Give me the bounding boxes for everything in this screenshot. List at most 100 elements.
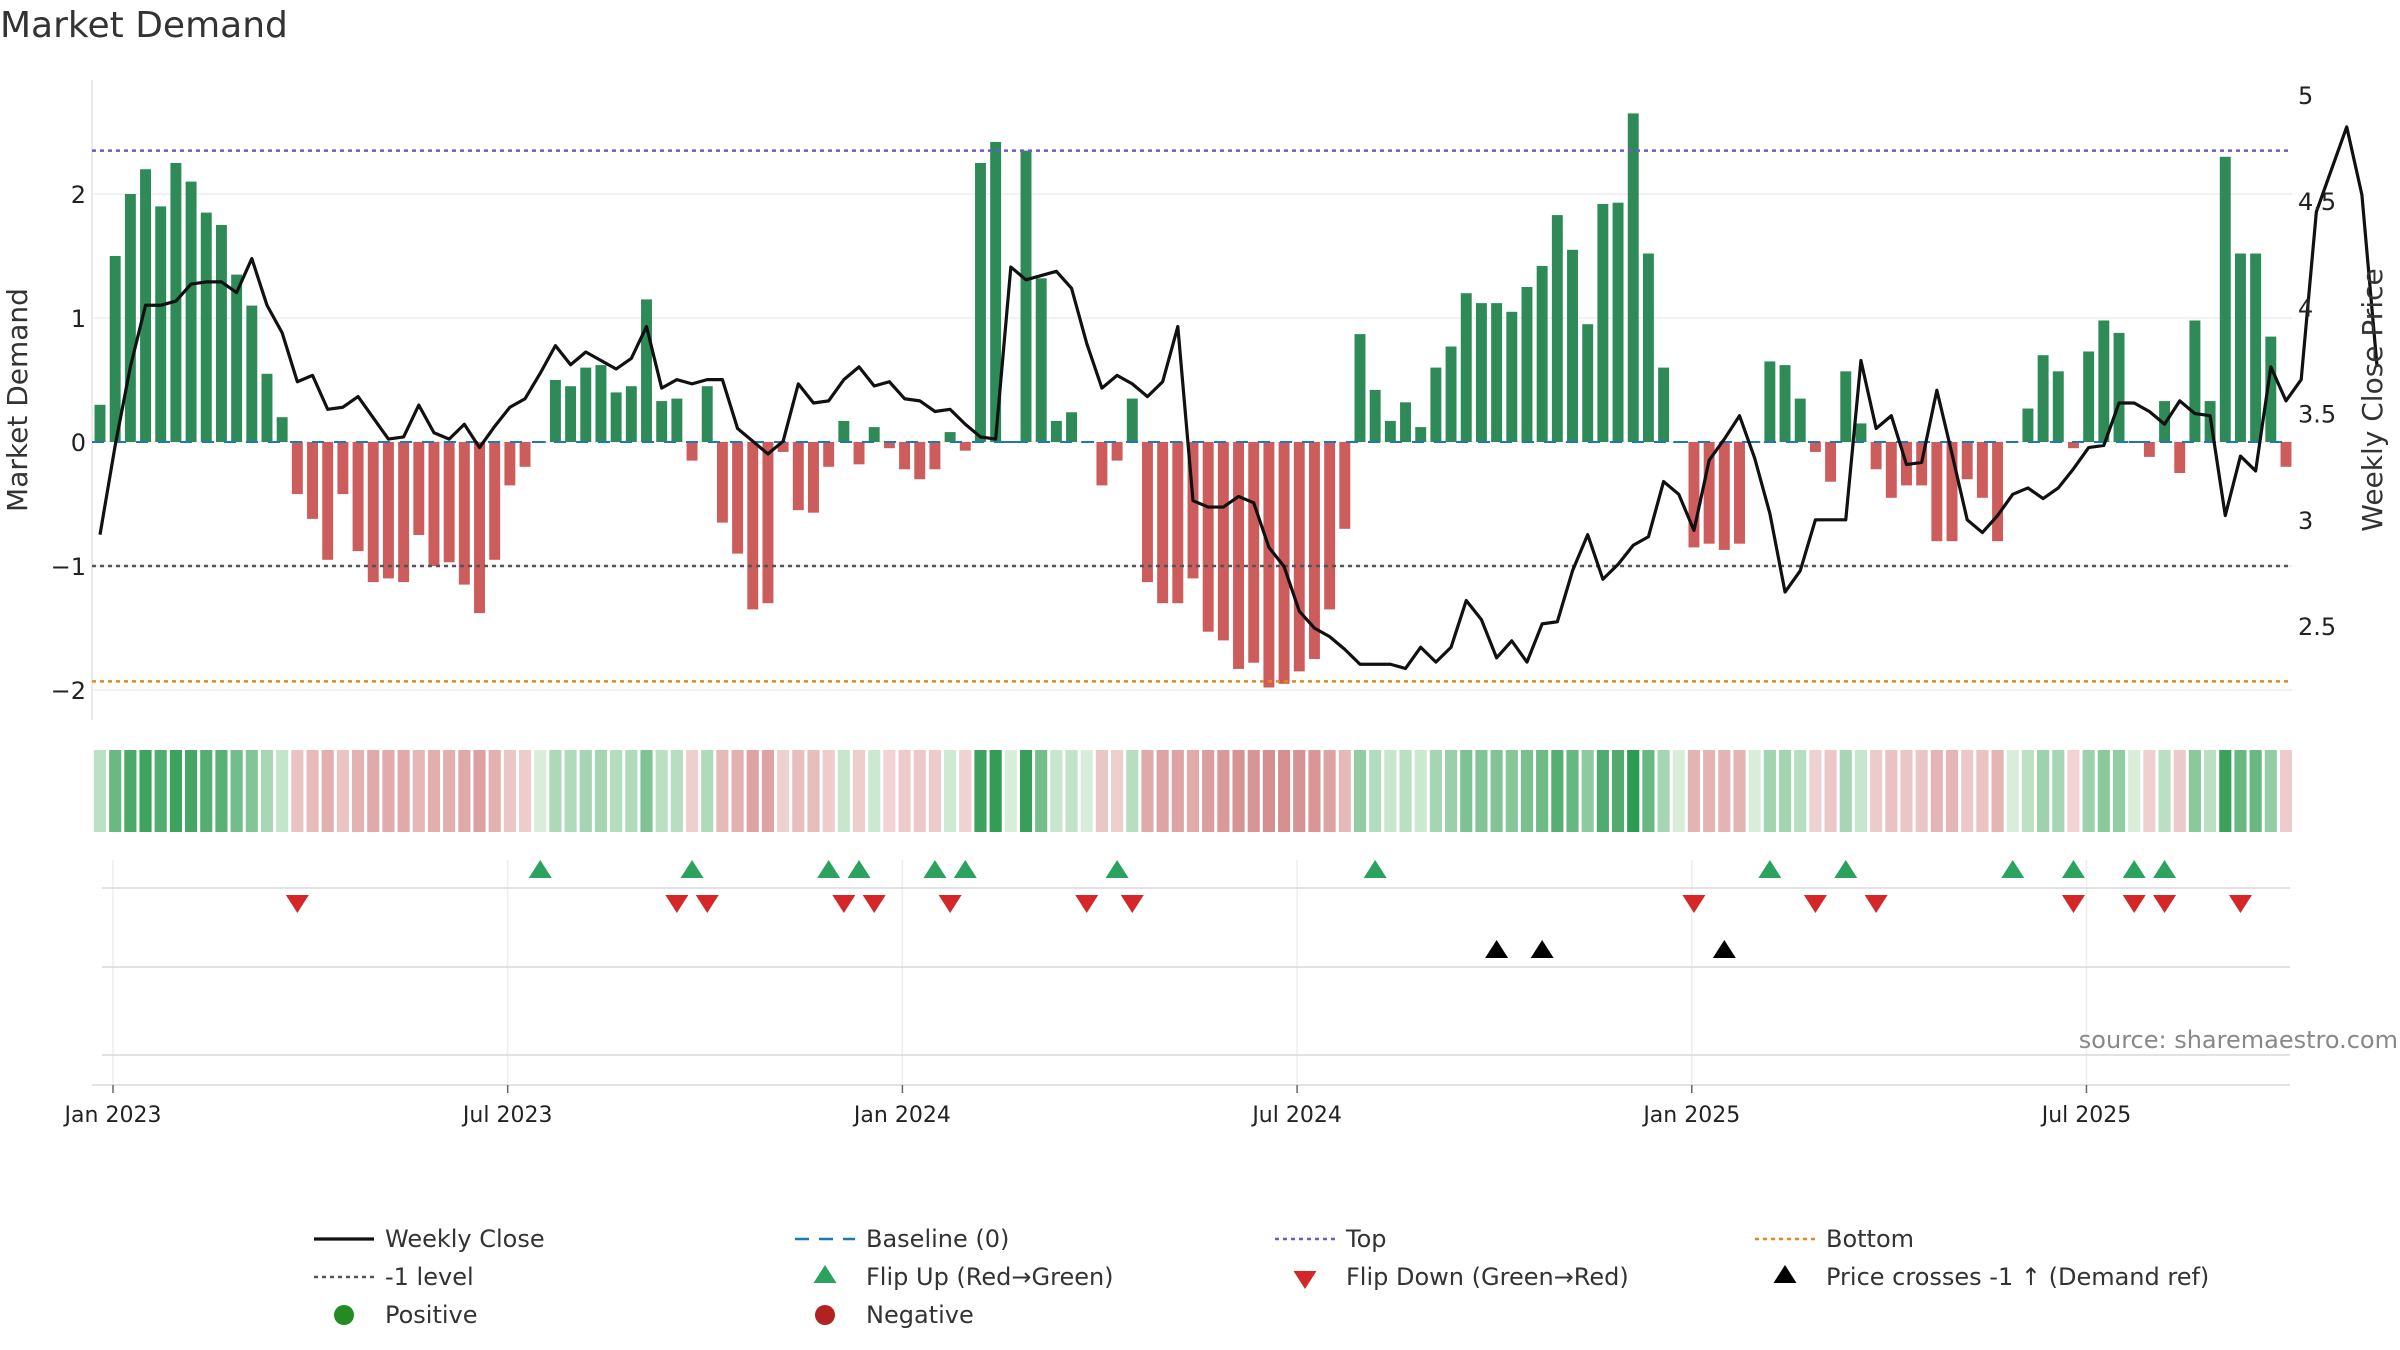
heat-cell [1733, 750, 1746, 832]
heat-cell [944, 750, 957, 832]
flip-up-marker [847, 860, 871, 878]
heat-cell [1323, 750, 1336, 832]
demand-bar [474, 442, 485, 614]
chart-title: Market Demand [0, 5, 288, 46]
heat-cell [594, 750, 608, 832]
demand-bar [1809, 442, 1821, 452]
demand-bar [1400, 402, 1411, 442]
heat-cell [2173, 750, 2186, 832]
heat-cell [412, 750, 425, 832]
flip-down-marker [862, 895, 886, 913]
heat-cell [1596, 750, 1609, 832]
heat-cell [1611, 750, 1625, 832]
demand-bar [1506, 311, 1518, 442]
heat-cell [2112, 750, 2126, 832]
demand-bar [2250, 253, 2262, 442]
demand-bar [1293, 442, 1305, 672]
heat-cell [2249, 750, 2262, 832]
demand-bar [1840, 371, 1852, 442]
flip-down-marker [1075, 895, 1099, 913]
demand-bar [686, 442, 698, 461]
flip-up-marker [817, 860, 841, 878]
legend-swatch [1773, 1265, 1797, 1283]
heat-cell [1171, 750, 1184, 832]
heat-cell [989, 750, 1002, 832]
heat-cell [2082, 750, 2095, 832]
heat-cell [579, 750, 592, 832]
heat-cell [1445, 750, 1458, 832]
demand-bar [276, 417, 288, 442]
y-tick-label: −2 [51, 677, 86, 705]
heat-cell [427, 750, 441, 832]
heat-cell [382, 750, 395, 832]
legend-item: Top [1275, 1225, 1387, 1253]
heat-cell [1065, 750, 1078, 832]
heat-cell [2021, 750, 2034, 832]
demand-bar [1248, 442, 1260, 663]
vertical-gridlines [112, 860, 2088, 1085]
demand-bar [1855, 423, 1867, 442]
flip-down-marker [1682, 895, 1706, 913]
demand-bar [2052, 371, 2064, 442]
heat-cell [1642, 750, 1655, 832]
heat-cell [974, 750, 987, 832]
y-tick-label: −1 [51, 553, 86, 581]
heat-cell [655, 750, 668, 832]
flip-down-marker [1120, 895, 1144, 913]
demand-bar [1688, 442, 1700, 548]
demand-bar [109, 256, 121, 442]
heat-cell [503, 750, 516, 832]
demand-bar [246, 305, 258, 442]
heat-cell [1080, 750, 1093, 832]
heat-cell [2037, 750, 2050, 832]
heat-cell [1915, 750, 1928, 832]
heat-cell [2143, 750, 2156, 832]
heat-cell [1004, 750, 1017, 832]
heat-cell [1202, 750, 1215, 832]
heat-cell [1961, 750, 1974, 832]
demand-bar [1233, 442, 1245, 669]
demand-bar [656, 401, 668, 442]
demand-bar [1491, 303, 1503, 442]
heat-cell [139, 750, 152, 832]
demand-bar [1187, 442, 1199, 579]
signal-panels: Jan 2023 Jul 2023 Jan 2024 Jul 2024 Jan 2025… [63, 860, 2398, 1128]
heat-cell [1217, 750, 1230, 832]
heat-cell [1718, 750, 1731, 832]
y2-tick-label: 4 [2298, 294, 2313, 322]
y2-tick-label: 4.5 [2298, 188, 2336, 216]
heat-cell [1672, 750, 1685, 832]
flip-up-marker [528, 860, 552, 878]
heat-cell [1278, 750, 1291, 832]
demand-bar [868, 427, 880, 442]
y2-tick-label: 5 [2298, 82, 2313, 110]
heat-cell [1657, 750, 1670, 832]
demand-bar [853, 442, 865, 465]
heat-cell [1976, 750, 1989, 832]
flip-up-marker [2061, 860, 2085, 878]
demand-bar [185, 181, 197, 442]
demand-bar [2189, 320, 2201, 442]
demand-bar [337, 442, 349, 495]
demand-bar [2143, 442, 2155, 457]
legend-item: Positive [334, 1301, 478, 1329]
legend-label: Price crosses -1 ↑ (Demand ref) [1826, 1263, 2209, 1291]
legend-label: Weekly Close [385, 1225, 545, 1253]
demand-heat-strip [93, 750, 2293, 832]
demand-bar [1126, 398, 1138, 442]
price-cross-markers [1485, 940, 1736, 958]
demand-bar [1582, 324, 1594, 442]
heat-cell [1019, 750, 1033, 832]
heat-cell [1778, 750, 1792, 832]
heat-cell [913, 750, 926, 832]
heat-cell [1566, 750, 1579, 832]
legend-label: Baseline (0) [866, 1225, 1009, 1253]
heat-cell [1338, 750, 1351, 832]
demand-bar [716, 442, 728, 523]
demand-bar [352, 442, 364, 552]
y2-axis-label: Weekly Close Price [2356, 268, 2389, 531]
x-tick-label: Jan 2023 [63, 1103, 162, 1128]
heat-cell [1930, 750, 1943, 832]
flip-down-markers [285, 895, 2252, 913]
